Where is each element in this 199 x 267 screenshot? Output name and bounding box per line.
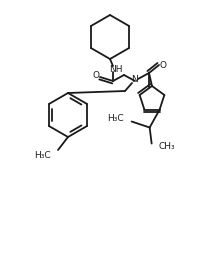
Text: O: O	[160, 61, 167, 69]
Text: H₃C: H₃C	[34, 151, 51, 159]
Text: CH₃: CH₃	[159, 142, 175, 151]
Text: N: N	[132, 76, 138, 84]
Text: O: O	[93, 70, 100, 80]
Text: H₃C: H₃C	[107, 114, 124, 123]
Text: NH: NH	[109, 65, 123, 73]
